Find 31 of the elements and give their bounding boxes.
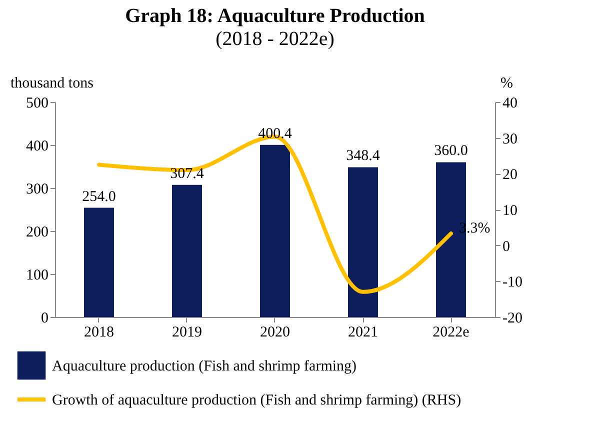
bar: [348, 167, 378, 317]
x-tick-label: 2021: [348, 324, 378, 340]
y-tick-label: 0: [41, 310, 48, 326]
x-tick-label: 2020: [260, 324, 290, 340]
y2-tick-label: -10: [502, 274, 522, 291]
chart-subtitle: (2018 - 2022e): [216, 28, 334, 50]
bar: [84, 208, 114, 317]
y-tick-label: 200: [26, 224, 48, 240]
bar: [172, 184, 202, 317]
y-tick-label: 500: [26, 96, 48, 112]
y-tick-label: 300: [26, 182, 48, 198]
y-tick-label: 100: [26, 268, 48, 284]
bar: [260, 144, 290, 317]
chart-title: Graph 18: Aquaculture Production: [125, 5, 425, 27]
data-label: 360.0: [434, 143, 468, 160]
y2-tick-label: 40: [502, 96, 518, 112]
x-tick-label: 2022e: [432, 324, 470, 340]
y2-tick-label: 30: [502, 131, 518, 148]
y2-axis-title: %: [500, 76, 513, 92]
data-label: 348.4: [346, 148, 380, 164]
legend-label: Aquaculture production (Fish and shrimp farming): [52, 358, 357, 374]
x-tick-label: 2018: [84, 324, 114, 340]
data-label: 254.0: [82, 188, 116, 205]
y2-tick-label: 10: [502, 203, 518, 219]
y2-tick-label: 0: [502, 238, 510, 255]
y-axis-title: thousand tons: [10, 76, 94, 92]
y2-tick-label: -20: [502, 310, 522, 326]
y-tick-label: 400: [26, 138, 48, 154]
y2-tick-label: 20: [502, 167, 518, 184]
legend-label: Growth of aquaculture production (Fish and shrimp farming) (RHS): [52, 392, 462, 408]
x-tick-label: 2019: [172, 324, 202, 340]
